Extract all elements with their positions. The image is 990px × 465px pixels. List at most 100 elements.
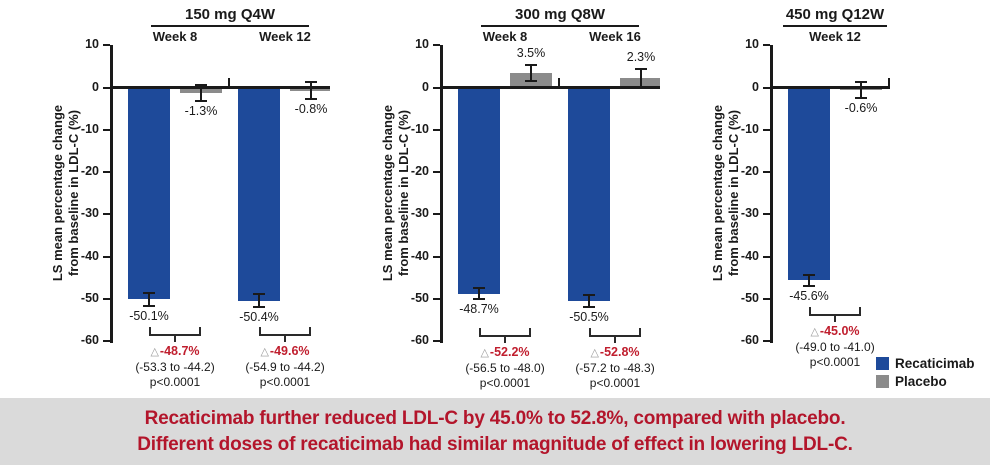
recaticimab-error-cap-top-week-12 bbox=[253, 292, 265, 295]
placebo-value-label-week-12: -0.8% bbox=[294, 102, 328, 117]
y-axis-tick bbox=[763, 128, 770, 131]
bracket-center-tick-week-8 bbox=[174, 334, 176, 343]
placebo-value-label-week-8: 3.5% bbox=[516, 45, 546, 60]
dose-panel-3: LS mean percentage change from baseline i… bbox=[660, 0, 990, 398]
dose-header: 300 mg Q8W bbox=[514, 6, 606, 23]
confidence-interval-week-8: (-53.3 to -44.2) bbox=[135, 360, 215, 375]
delta-annotation-week-12: △-49.6% (-54.9 to -44.2) p<0.0001 bbox=[200, 344, 330, 390]
delta-value-week-8: △-48.7% bbox=[90, 344, 260, 360]
y-axis-tick-label: -40 bbox=[80, 248, 99, 263]
recaticimab-error-cap-bottom-week-16 bbox=[583, 306, 595, 309]
y-axis-tick bbox=[433, 171, 440, 174]
placebo-error-cap-top-week-12 bbox=[855, 80, 867, 83]
week-label-2: Week 16 bbox=[589, 29, 641, 44]
recaticimab-error-cap-top-week-16 bbox=[583, 294, 595, 297]
recaticimab-error-bar-week-8 bbox=[148, 293, 150, 306]
delta-triangle-icon: △ bbox=[150, 346, 159, 359]
group-separator-tick bbox=[888, 77, 890, 88]
placebo-error-cap-top-week-16 bbox=[635, 67, 647, 70]
y-axis-tick-label: 10 bbox=[85, 37, 99, 52]
recaticimab-error-cap-bottom-week-12 bbox=[803, 284, 815, 287]
recaticimab-value-label-week-8: -50.1% bbox=[129, 308, 169, 323]
y-axis-tick bbox=[103, 213, 110, 216]
p-value-week-16: p<0.0001 bbox=[589, 375, 641, 390]
dose-panel-1: LS mean percentage change from baseline i… bbox=[0, 0, 330, 398]
placebo-error-cap-bottom-week-12 bbox=[305, 98, 317, 101]
y-axis-tick bbox=[103, 340, 110, 343]
placebo-error-bar-week-12 bbox=[310, 82, 312, 100]
bracket-end-left-week-12 bbox=[809, 306, 811, 316]
bracket-center-tick-week-8 bbox=[504, 334, 506, 343]
y-axis-tick bbox=[103, 128, 110, 131]
p-value-week-12: p<0.0001 bbox=[809, 354, 861, 369]
y-axis-line bbox=[440, 45, 443, 344]
y-axis-tick bbox=[763, 171, 770, 174]
y-axis-tick-label: -10 bbox=[740, 121, 759, 136]
y-axis-tick bbox=[433, 298, 440, 300]
placebo-value-label-week-12: -0.6% bbox=[844, 101, 878, 116]
dose-header-underline bbox=[783, 25, 887, 27]
delta-triangle-icon: △ bbox=[590, 346, 599, 359]
legend-item-placebo: Placebo bbox=[876, 374, 975, 389]
bracket-end-right-week-8 bbox=[199, 327, 201, 337]
y-axis-tick-label: -60 bbox=[410, 333, 429, 348]
y-axis-tick-label: -50 bbox=[80, 291, 99, 305]
delta-annotation-week-16: △-52.8% (-57.2 to -48.3) p<0.0001 bbox=[530, 345, 660, 391]
placebo-error-cap-bottom-week-8 bbox=[195, 100, 207, 103]
zero-baseline bbox=[773, 86, 890, 89]
recaticimab-bar-week-12 bbox=[238, 87, 280, 301]
y-axis-tick-label: -30 bbox=[740, 206, 759, 221]
y-axis-tick bbox=[103, 86, 110, 89]
placebo-swatch-icon bbox=[876, 375, 889, 388]
delta-triangle-icon: △ bbox=[480, 346, 489, 359]
week-label-1: Week 8 bbox=[152, 29, 198, 44]
y-axis-tick-label: -60 bbox=[740, 333, 759, 348]
placebo-error-bar-week-8 bbox=[530, 64, 532, 81]
banner-line-1: Recaticimab further reduced LDL-C by 45.… bbox=[144, 407, 846, 429]
delta-triangle-icon: △ bbox=[260, 346, 269, 359]
delta-value-week-12: △-45.0% bbox=[750, 324, 920, 340]
y-axis-tick-label: -60 bbox=[80, 333, 99, 348]
p-value-week-8: p<0.0001 bbox=[479, 375, 531, 390]
y-axis-tick-label: -40 bbox=[410, 248, 429, 263]
delta-annotation-week-8: △-52.2% (-56.5 to -48.0) p<0.0001 bbox=[420, 345, 590, 391]
placebo-error-cap-top-week-12 bbox=[305, 81, 317, 84]
placebo-error-cap-top-week-8 bbox=[195, 83, 207, 86]
placebo-value-label-week-8: -1.3% bbox=[184, 104, 218, 119]
y-axis-tick bbox=[763, 298, 770, 300]
dose-header: 450 mg Q12W bbox=[785, 6, 885, 23]
bracket-end-left-week-8 bbox=[479, 327, 481, 337]
delta-value-week-12: △-49.6% bbox=[200, 344, 330, 360]
recaticimab-error-bar-week-12 bbox=[258, 293, 260, 308]
y-axis-tick-label: -20 bbox=[80, 164, 99, 179]
confidence-interval-week-16: (-57.2 to -48.3) bbox=[575, 360, 655, 375]
recaticimab-bar-week-8 bbox=[458, 87, 500, 294]
recaticimab-error-bar-week-8 bbox=[478, 287, 480, 300]
confidence-interval-week-12: (-54.9 to -44.2) bbox=[245, 360, 325, 375]
recaticimab-value-label-week-16: -50.5% bbox=[569, 310, 609, 325]
delta-text: -49.6% bbox=[269, 344, 310, 359]
confidence-interval-week-8: (-56.5 to -48.0) bbox=[465, 360, 545, 375]
legend-label-recaticimab: Recaticimab bbox=[895, 356, 975, 371]
recaticimab-error-cap-bottom-week-12 bbox=[253, 306, 265, 309]
recaticimab-value-label-week-12: -50.4% bbox=[239, 310, 279, 325]
recaticimab-error-cap-top-week-8 bbox=[143, 292, 155, 295]
placebo-error-bar-week-12 bbox=[860, 81, 862, 99]
bracket-end-right-week-12 bbox=[859, 306, 861, 316]
recaticimab-value-label-week-12: -45.6% bbox=[789, 288, 829, 303]
y-axis-tick-label: -50 bbox=[740, 291, 759, 305]
recaticimab-error-cap-top-week-12 bbox=[803, 273, 815, 276]
y-axis-tick-label: 0 bbox=[752, 79, 759, 94]
y-axis-tick-label: -30 bbox=[410, 206, 429, 221]
placebo-error-bar-week-16 bbox=[640, 68, 642, 87]
week-label-1: Week 12 bbox=[809, 29, 861, 44]
recaticimab-bar-week-16 bbox=[568, 87, 610, 302]
bracket-end-right-week-16 bbox=[639, 327, 641, 337]
y-axis-tick bbox=[433, 340, 440, 343]
y-axis-tick-label: 10 bbox=[745, 37, 759, 52]
placebo-value-label-week-16: 2.3% bbox=[626, 49, 656, 64]
confidence-interval-week-12: (-49.0 to -41.0) bbox=[795, 339, 875, 354]
recaticimab-swatch-icon bbox=[876, 357, 889, 370]
bracket-end-right-week-12 bbox=[309, 327, 311, 337]
